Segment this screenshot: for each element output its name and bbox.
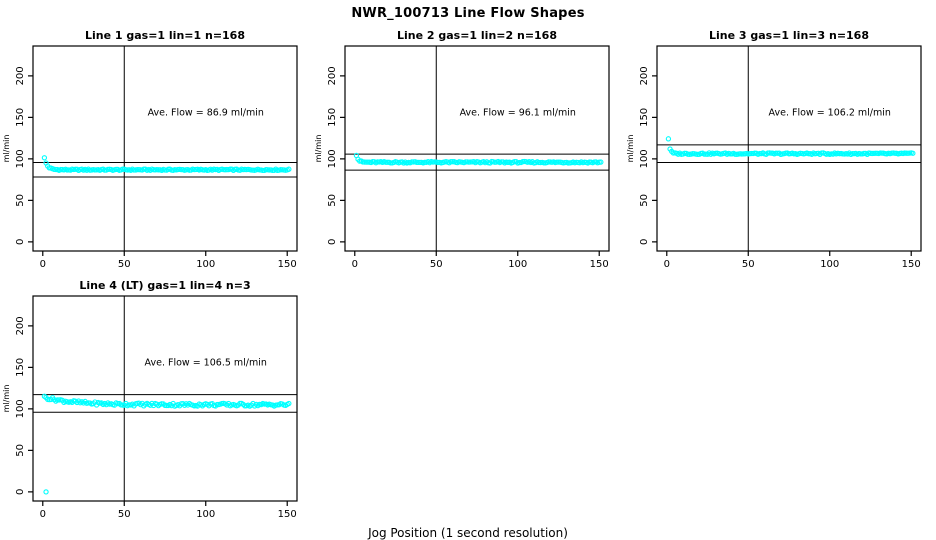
y-axis: 0 50 100 150 200 ml/min [314,66,345,245]
x-axis: 0 50 100 150 [40,251,297,270]
flow-point [727,151,733,157]
y-tick-label: 150 [327,108,338,127]
empty-slot-1 [312,276,624,526]
y-tick-label: 200 [639,66,650,85]
chart-line-3-flow: Line 3 gas=1 lin=3 n=168 0 50 100 150 0 50 100 1… [626,29,922,270]
ave-flow-annotation: Ave. Flow = 86.9 ml/min [148,108,264,119]
flow-point [417,159,423,166]
y-tick-label: 0 [15,239,26,245]
x-tick-label: 150 [278,259,297,270]
panel-line-1: Line 1 gas=1 lin=1 n=168 0 50 100 150 0 50 100 1… [0,26,312,276]
flow-point [409,159,415,165]
plot-box [32,45,298,252]
flow-point [286,400,292,407]
flow-point [598,159,604,165]
plot-box [656,45,922,252]
x-axis: 0 50 100 150 [352,251,609,270]
x-tick-label: 150 [902,259,921,270]
flow-point [260,167,266,174]
x-tick-label: 50 [430,259,443,270]
panel-title: Line 2 gas=1 lin=2 n=168 [397,29,557,42]
y-axis: 0 50 100 150 200 ml/min [2,316,33,495]
panel-title: Line 1 gas=1 lin=1 n=168 [85,29,245,42]
y-tick-label: 0 [15,489,26,495]
y-tick-label: 50 [15,194,26,207]
outlier-point [43,489,49,495]
chart-line-2-flow: Line 2 gas=1 lin=2 n=168 0 50 100 150 0 50 100 1… [314,29,610,270]
x-tick-label: 150 [278,509,297,520]
y-tick-label: 100 [327,149,338,168]
x-tick-label: 0 [40,509,46,520]
x-tick-label: 150 [590,259,609,270]
ave-flow-annotation: Ave. Flow = 96.1 ml/min [460,108,576,119]
x-tick-label: 100 [508,259,527,270]
y-axis: 0 50 100 150 200 ml/min [626,66,657,245]
data-points-line-1-flow [41,155,292,174]
reference-lines [33,296,297,501]
y-tick-label: 200 [15,66,26,85]
panel-line-3: Line 3 gas=1 lin=3 n=168 0 50 100 150 0 50 100 1… [624,26,936,276]
y-axis-title: ml/min [2,385,11,413]
data-points-line-3-flow [665,136,916,158]
flow-point [910,150,916,156]
flow-point [665,136,672,142]
flow-point [58,166,64,173]
figure-xlabel: Jog Position (1 second resolution) [368,526,568,540]
x-axis: 0 50 100 150 [40,501,297,520]
chart-line-1-flow: Line 1 gas=1 lin=1 n=168 0 50 100 150 0 50 100 1… [2,29,298,270]
panel-title: Line 4 (LT) gas=1 lin=4 n=3 [79,279,250,292]
flow-point [872,150,879,156]
flow-point [448,159,454,165]
y-axis: 0 50 100 150 200 ml/min [2,66,33,245]
x-tick-label: 50 [742,259,755,270]
flow-point [178,166,184,173]
plot-box [32,295,298,502]
panel-row-2: Line 4 (LT) gas=1 lin=4 n=3 0 50 100 150 0 50 1… [0,276,936,526]
panel-title: Line 3 gas=1 lin=3 n=168 [709,29,869,42]
chart-line-4-flow: Line 4 (LT) gas=1 lin=4 n=3 0 50 100 150 0 50 1… [2,279,298,520]
empty-slot-2 [624,276,936,526]
y-axis-title: ml/min [2,135,11,163]
data-points-line-2-flow [353,152,604,166]
ave-flow-annotation: Ave. Flow = 106.2 ml/min [769,108,891,119]
y-tick-label: 150 [15,108,26,127]
reference-lines [33,46,297,251]
flow-point [214,401,220,408]
y-tick-label: 50 [639,194,650,207]
y-tick-label: 200 [15,316,26,335]
y-tick-label: 0 [639,239,650,245]
y-tick-label: 100 [15,399,26,418]
x-tick-label: 50 [118,259,131,270]
x-tick-label: 0 [40,259,46,270]
y-axis-title: ml/min [626,135,635,163]
flow-point [286,166,292,172]
plot-box [344,45,610,252]
reference-lines [345,46,609,251]
x-tick-label: 0 [352,259,358,270]
flow-point [41,155,48,161]
y-tick-label: 0 [327,239,338,245]
x-tick-label: 50 [118,509,131,520]
y-tick-label: 150 [15,358,26,377]
x-tick-label: 100 [196,259,215,270]
y-tick-label: 100 [639,149,650,168]
y-axis-title: ml/min [314,135,323,163]
x-tick-label: 100 [820,259,839,270]
x-axis: 0 50 100 150 [664,251,921,270]
y-tick-label: 200 [327,66,338,85]
data-points-line-4-flow [41,393,292,495]
x-tick-label: 100 [196,509,215,520]
panel-line-4: Line 4 (LT) gas=1 lin=4 n=3 0 50 100 150 0 50 1… [0,276,312,526]
y-tick-label: 50 [327,194,338,207]
reference-lines [657,46,921,251]
figure-title: NWR_100713 Line Flow Shapes [351,5,585,21]
x-tick-label: 0 [664,259,670,270]
panel-line-2: Line 2 gas=1 lin=2 n=168 0 50 100 150 0 50 100 1… [312,26,624,276]
ave-flow-annotation: Ave. Flow = 106.5 ml/min [145,358,267,369]
y-tick-label: 100 [15,149,26,168]
panel-row-1: Line 1 gas=1 lin=1 n=168 0 50 100 150 0 50 100 1… [0,26,936,276]
y-tick-label: 50 [15,444,26,457]
y-tick-label: 150 [639,108,650,127]
